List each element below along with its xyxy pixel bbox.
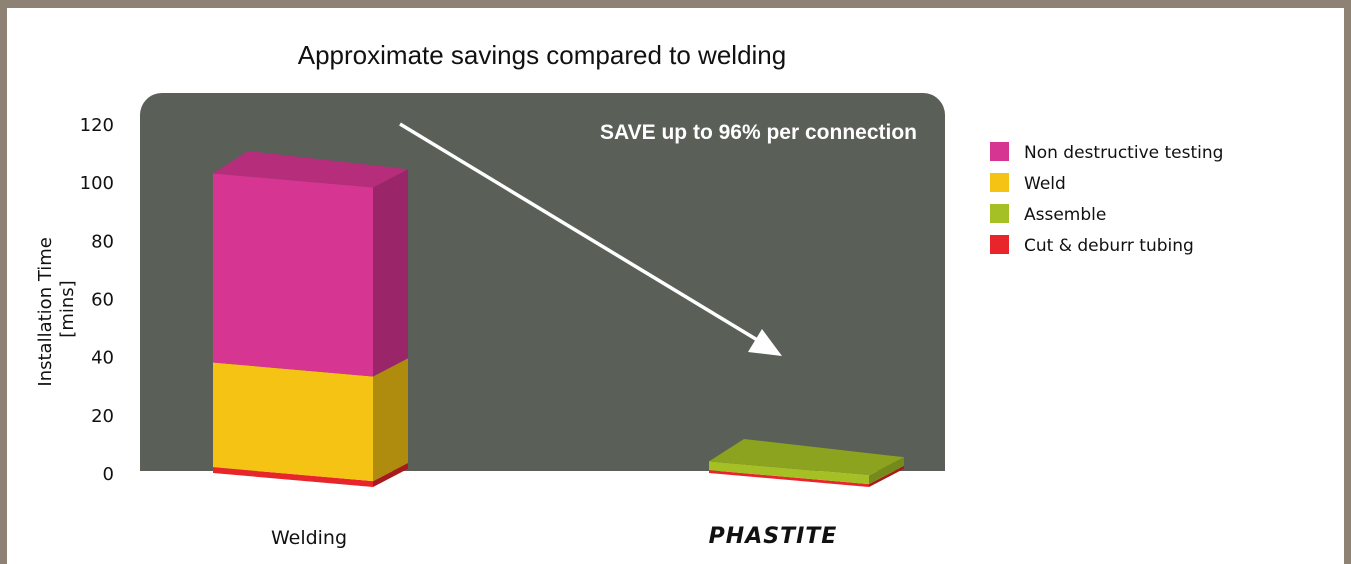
bar-stack-welding bbox=[213, 151, 408, 487]
legend-label-cut-deburr-tubing: Cut & deburr tubing bbox=[1024, 236, 1194, 256]
phastite-logo-wordmark: PHASTITE bbox=[709, 524, 838, 549]
y-axis-ticks: 0 20 40 60 80 100 120 bbox=[80, 115, 114, 485]
bar-welding-cut-deburr-tubing-front bbox=[213, 467, 373, 487]
legend-label-non-destructive-testing: Non destructive testing bbox=[1024, 143, 1223, 163]
legend-label-weld: Weld bbox=[1024, 174, 1066, 194]
bar-welding-weld-front bbox=[213, 362, 373, 482]
legend-swatch-cut-deburr-tubing bbox=[990, 235, 1009, 254]
chart-svg: Approximate savings compared to welding … bbox=[35, 40, 1223, 549]
y-axis-label: Installation Time [mins] bbox=[35, 231, 78, 386]
y-tick-label: 20 bbox=[91, 406, 114, 427]
bar-welding-non-destructive-testing-top bbox=[213, 151, 408, 188]
bars-group bbox=[213, 151, 904, 487]
legend: Non destructive testing Weld Assemble Cut &… bbox=[990, 142, 1223, 256]
y-tick-label: 100 bbox=[80, 173, 114, 194]
y-tick-label: 120 bbox=[80, 115, 114, 136]
legend-swatch-non-destructive-testing bbox=[990, 142, 1009, 161]
y-axis-label-line-1: Installation Time bbox=[35, 237, 56, 386]
bar-phastite-assemble-side bbox=[869, 457, 904, 485]
phastite-logo: PHASTITE bbox=[709, 524, 838, 549]
bar-phastite-cut-deburr-tubing-front bbox=[709, 470, 869, 487]
y-tick-label: 80 bbox=[91, 231, 114, 252]
bar-phastite-assemble-front bbox=[709, 461, 869, 485]
chart-title: Approximate savings compared to welding bbox=[298, 40, 786, 70]
savings-arrow bbox=[399, 122, 782, 356]
bar-welding-cut-deburr-tubing-side bbox=[373, 462, 408, 487]
savings-callout: SAVE up to 96% per connection bbox=[600, 121, 917, 144]
legend-label-assemble: Assemble bbox=[1024, 205, 1106, 225]
y-tick-label: 0 bbox=[103, 464, 114, 485]
legend-swatch-weld bbox=[990, 173, 1009, 192]
y-tick-label: 40 bbox=[91, 348, 114, 369]
savings-arrow-shaft bbox=[399, 122, 760, 343]
savings-arrow-head bbox=[748, 329, 782, 356]
bar-phastite-assemble-top bbox=[709, 438, 904, 476]
bar-welding-non-destructive-testing-front bbox=[213, 173, 373, 377]
bar-welding-weld-side bbox=[373, 358, 408, 482]
y-axis-label-line-2: [mins] bbox=[57, 280, 78, 337]
legend-swatch-assemble bbox=[990, 204, 1009, 223]
bar-welding-non-destructive-testing-side bbox=[373, 169, 408, 377]
bar-phastite-cut-deburr-tubing-side bbox=[869, 465, 904, 487]
bar-stack-phastite bbox=[709, 438, 904, 487]
y-tick-label: 60 bbox=[91, 290, 114, 311]
category-label-welding: Welding bbox=[271, 527, 347, 549]
